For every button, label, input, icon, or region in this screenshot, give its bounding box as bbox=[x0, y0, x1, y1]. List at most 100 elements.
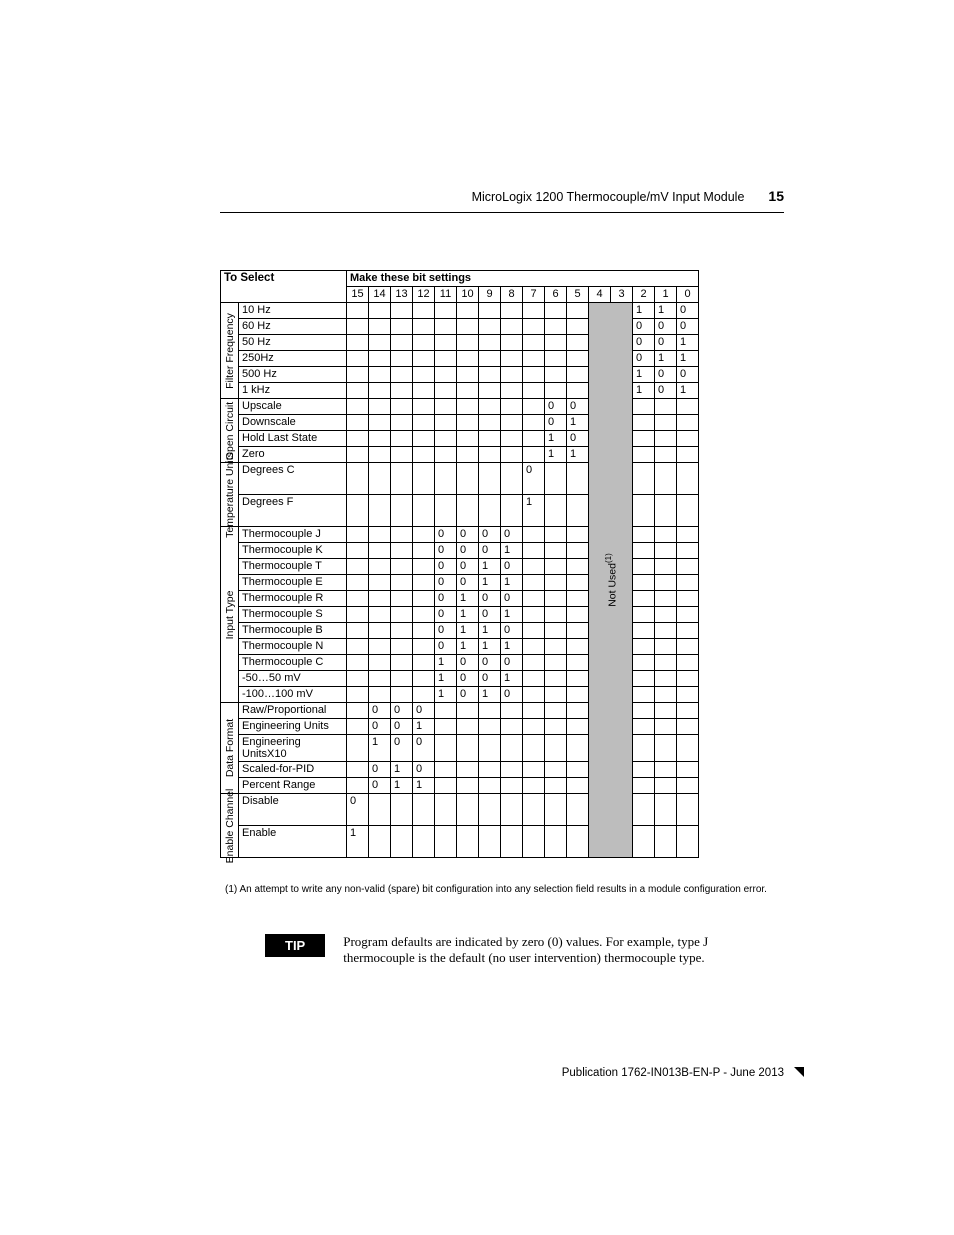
bit-cell bbox=[347, 319, 369, 335]
bit-cell bbox=[501, 351, 523, 367]
bit-cell: 0 bbox=[435, 575, 457, 591]
bit-cell bbox=[523, 778, 545, 794]
bit-cell bbox=[523, 303, 545, 319]
bit-cell: 1 bbox=[677, 383, 699, 399]
option-label: Thermocouple C bbox=[239, 655, 347, 671]
bit-cell bbox=[545, 383, 567, 399]
bit-cell bbox=[501, 735, 523, 762]
bit-cell bbox=[677, 415, 699, 431]
bit-cell bbox=[545, 303, 567, 319]
bit-cell bbox=[523, 527, 545, 543]
bit-header-15: 15 bbox=[347, 287, 369, 303]
bit-cell bbox=[655, 575, 677, 591]
bit-cell bbox=[567, 367, 589, 383]
bit-cell bbox=[545, 703, 567, 719]
bit-cell: 0 bbox=[391, 703, 413, 719]
bit-cell: 1 bbox=[567, 415, 589, 431]
bit-cell: 1 bbox=[457, 639, 479, 655]
bit-cell bbox=[633, 687, 655, 703]
bit-cell bbox=[567, 543, 589, 559]
bit-cell: 0 bbox=[501, 591, 523, 607]
bit-cell: 1 bbox=[457, 591, 479, 607]
option-label: Thermocouple E bbox=[239, 575, 347, 591]
bit-cell bbox=[677, 463, 699, 495]
bit-header-13: 13 bbox=[391, 287, 413, 303]
bit-cell bbox=[655, 591, 677, 607]
bit-cell: 1 bbox=[655, 351, 677, 367]
bit-cell bbox=[501, 703, 523, 719]
bit-cell bbox=[567, 575, 589, 591]
bit-cell bbox=[501, 778, 523, 794]
bit-cell bbox=[369, 431, 391, 447]
bit-cell bbox=[457, 703, 479, 719]
bit-cell bbox=[479, 495, 501, 527]
category-label: Data Format bbox=[224, 719, 236, 777]
bit-cell bbox=[413, 351, 435, 367]
bit-cell bbox=[391, 383, 413, 399]
bit-cell bbox=[413, 575, 435, 591]
bit-cell bbox=[413, 559, 435, 575]
bit-cell: 1 bbox=[457, 607, 479, 623]
bit-cell: 0 bbox=[523, 463, 545, 495]
bit-cell bbox=[501, 335, 523, 351]
bit-cell bbox=[347, 415, 369, 431]
bit-cell: 1 bbox=[677, 351, 699, 367]
bit-header-2: 2 bbox=[633, 287, 655, 303]
option-label: -50…50 mV bbox=[239, 671, 347, 687]
bit-cell bbox=[347, 495, 369, 527]
bit-cell bbox=[413, 367, 435, 383]
bit-cell bbox=[479, 778, 501, 794]
bit-cell bbox=[655, 762, 677, 778]
bit-cell bbox=[677, 591, 699, 607]
bit-cell bbox=[655, 671, 677, 687]
bit-cell bbox=[347, 719, 369, 735]
option-label: Thermocouple J bbox=[239, 527, 347, 543]
bit-cell: 0 bbox=[479, 671, 501, 687]
bit-cell bbox=[369, 351, 391, 367]
bit-cell bbox=[545, 778, 567, 794]
bit-cell bbox=[347, 591, 369, 607]
page: MicroLogix 1200 Thermocouple/mV Input Mo… bbox=[0, 0, 954, 1235]
bit-cell bbox=[523, 735, 545, 762]
bit-cell bbox=[501, 303, 523, 319]
bit-cell: 1 bbox=[479, 687, 501, 703]
bit-cell bbox=[369, 399, 391, 415]
bit-cell bbox=[677, 399, 699, 415]
bit-cell bbox=[633, 639, 655, 655]
bit-cell bbox=[413, 671, 435, 687]
bit-cell: 0 bbox=[501, 559, 523, 575]
bit-cell bbox=[435, 495, 457, 527]
bit-cell bbox=[347, 463, 369, 495]
bit-cell bbox=[523, 623, 545, 639]
bit-cell: 0 bbox=[435, 591, 457, 607]
option-label: -100…100 mV bbox=[239, 687, 347, 703]
bit-cell bbox=[655, 399, 677, 415]
bit-cell bbox=[347, 335, 369, 351]
bit-cell bbox=[523, 703, 545, 719]
bit-cell bbox=[435, 351, 457, 367]
bit-cell bbox=[391, 826, 413, 858]
bit-cell bbox=[457, 383, 479, 399]
bit-cell bbox=[435, 794, 457, 826]
bit-cell bbox=[523, 319, 545, 335]
bit-cell bbox=[479, 719, 501, 735]
bit-cell bbox=[347, 367, 369, 383]
bit-cell bbox=[391, 639, 413, 655]
bit-cell bbox=[655, 623, 677, 639]
bit-cell bbox=[655, 543, 677, 559]
bit-cell bbox=[457, 778, 479, 794]
bit-cell bbox=[457, 447, 479, 463]
bit-cell bbox=[633, 762, 655, 778]
bit-cell bbox=[523, 335, 545, 351]
option-label: Thermocouple S bbox=[239, 607, 347, 623]
bit-cell bbox=[567, 655, 589, 671]
bit-cell bbox=[457, 826, 479, 858]
option-label: Engineering UnitsX10 bbox=[239, 735, 347, 762]
bit-cell bbox=[391, 399, 413, 415]
bit-cell bbox=[655, 794, 677, 826]
bit-cell bbox=[391, 495, 413, 527]
bit-cell bbox=[457, 415, 479, 431]
bit-cell bbox=[545, 794, 567, 826]
bit-cell: 0 bbox=[501, 687, 523, 703]
tip-badge: TIP bbox=[265, 934, 325, 957]
